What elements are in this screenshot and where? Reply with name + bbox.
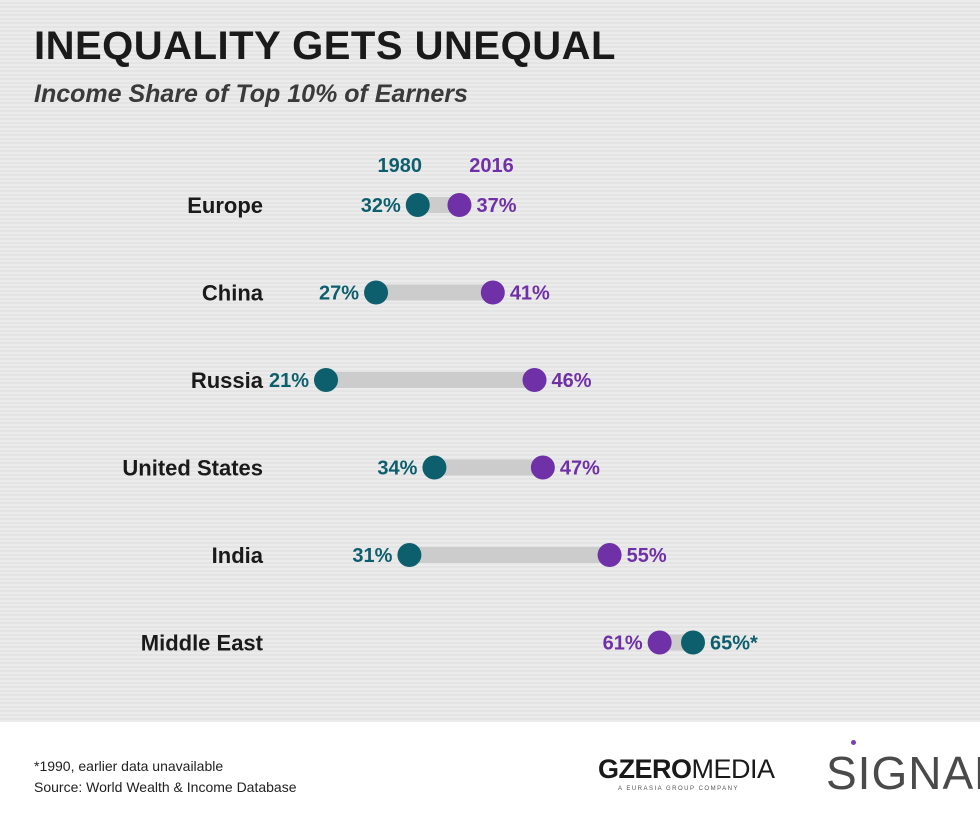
footnote: *1990, earlier data unavailable	[34, 758, 224, 774]
connector-bar-china	[376, 284, 493, 301]
dot-1980-china	[364, 280, 389, 305]
dot-1980-middle-east	[681, 630, 705, 655]
dot-1980-europe	[405, 193, 430, 217]
chart-subtitle: Income Share of Top 10% of Earners	[34, 80, 468, 108]
legend-1980: 1980	[378, 155, 423, 177]
dot-1980-united-states	[422, 455, 447, 480]
dot-2016-middle-east	[647, 630, 672, 655]
dot-2016-europe	[447, 193, 472, 217]
gzero-logo-light: MEDIA	[691, 754, 776, 784]
dot-1980-india	[397, 543, 422, 567]
value-label-2016-india: 55%	[627, 545, 667, 567]
source-note: Source: World Wealth & Income Database	[34, 779, 297, 795]
connector-bar-united-states	[434, 459, 543, 476]
connector-bar-russia	[326, 372, 535, 388]
chart-title: INEQUALITY GETS UNEQUAL	[34, 24, 616, 68]
value-label-2016-china: 41%	[510, 283, 550, 305]
connector-bar-india	[409, 547, 610, 563]
dot-2016-united-states	[530, 455, 555, 480]
category-label-india: India	[212, 543, 264, 568]
dot-2016-india	[597, 543, 622, 567]
gzero-logo-tagline: A EURASIA GROUP COMPANY	[618, 786, 739, 792]
category-label-china: China	[202, 281, 264, 306]
chart-background	[0, 0, 980, 722]
value-label-1980-europe: 32%	[361, 195, 401, 217]
value-label-2016-middle-east: 61%	[603, 633, 643, 655]
dot-1980-russia	[314, 368, 338, 392]
value-label-1980-united-states: 34%	[377, 458, 417, 480]
value-label-2016-united-states: 47%	[560, 458, 600, 480]
gzero-logo-bold: GZERO	[598, 754, 692, 784]
value-label-1980-middle-east: 65%*	[710, 633, 758, 655]
value-label-1980-russia: 21%	[269, 370, 309, 392]
footer: *1990, earlier data unavailable Source: …	[0, 722, 980, 817]
category-label-europe: Europe	[187, 193, 263, 218]
category-label-united-states: United States	[122, 456, 263, 481]
gzero-media-logo: GZEROMEDIA	[598, 754, 775, 785]
value-label-1980-india: 31%	[352, 545, 392, 567]
category-label-middle-east: Middle East	[141, 631, 264, 656]
dot-2016-china	[480, 280, 505, 305]
legend-2016: 2016	[469, 155, 514, 177]
value-label-2016-europe: 37%	[476, 195, 516, 217]
signal-logo: SIGNAL	[826, 747, 980, 799]
dumbbell-chart: 1980 2016 Europe 32% 37% China 27% 41% Russia 21%…	[122, 155, 758, 656]
dot-2016-russia	[522, 368, 547, 392]
signal-logo-dot	[851, 740, 856, 745]
value-label-1980-china: 27%	[319, 283, 359, 305]
value-label-2016-russia: 46%	[552, 370, 592, 392]
category-label-russia: Russia	[191, 368, 264, 393]
